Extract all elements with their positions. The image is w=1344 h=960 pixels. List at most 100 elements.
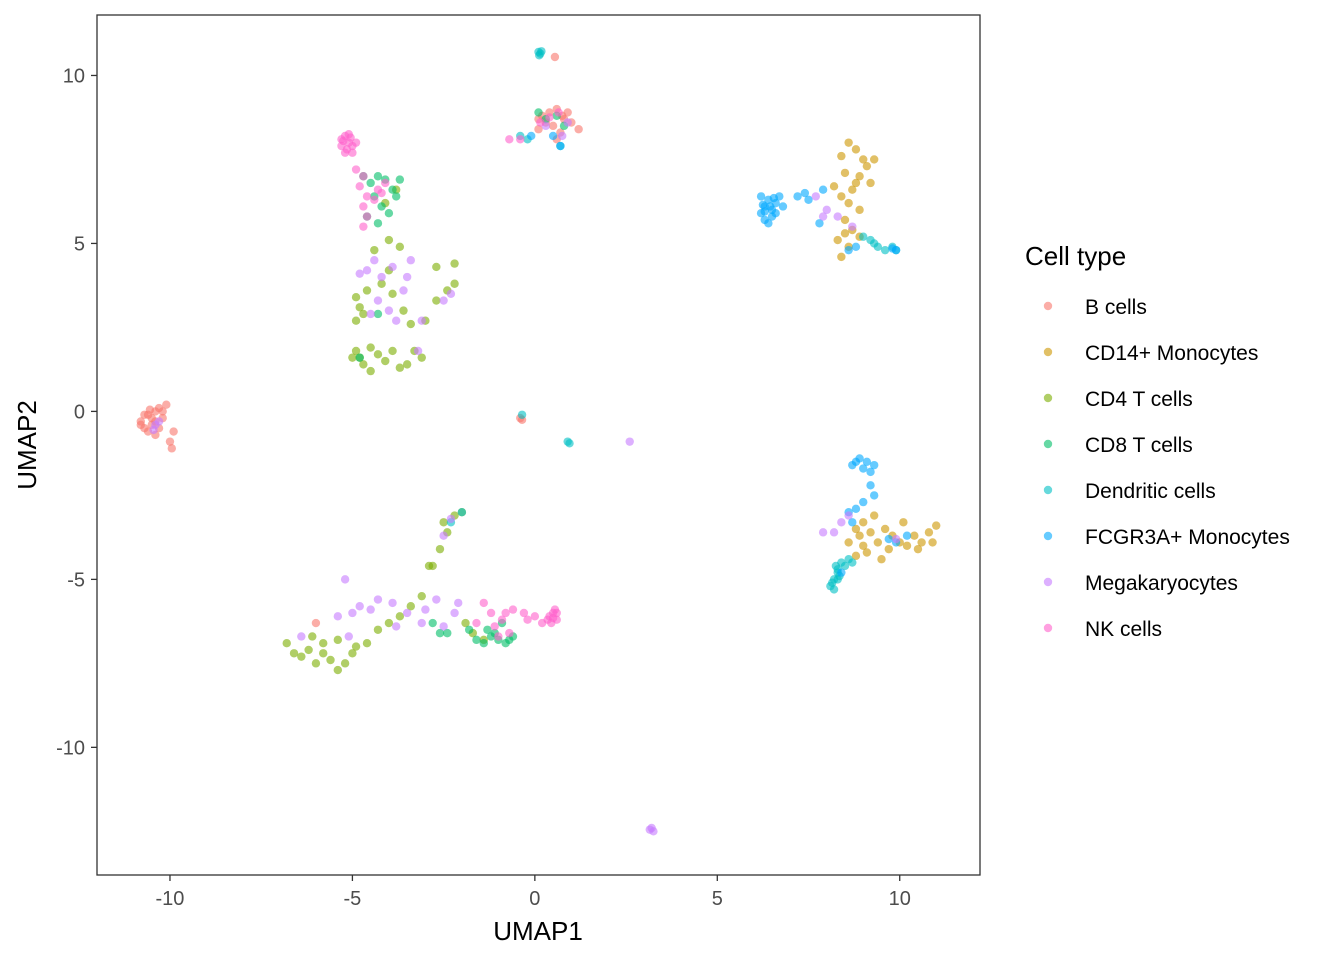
data-point [862, 548, 872, 557]
data-point [297, 632, 306, 641]
data-point [289, 649, 299, 658]
legend-item: CD14+ Monocytes [1043, 342, 1258, 365]
data-point [645, 825, 654, 834]
data-point [880, 524, 890, 534]
plot-panel-border [96, 14, 981, 876]
legend: Cell type B cells CD14+ Monocytes CD4 T ce… [1025, 241, 1290, 641]
data-point [406, 319, 415, 329]
data-point [932, 521, 941, 530]
legend-item: CD8 T cells [1043, 434, 1193, 457]
data-point [391, 622, 401, 631]
data-point [765, 202, 775, 211]
data-point [384, 209, 394, 218]
data-point [417, 591, 426, 601]
data-point [833, 212, 842, 221]
data-point [537, 618, 547, 628]
series-cd8-t-cells [355, 108, 569, 648]
data-point [282, 639, 291, 648]
data-point [545, 113, 554, 122]
data-point [311, 659, 321, 668]
data-point [373, 595, 383, 604]
legend-key [1043, 439, 1053, 449]
data-point [855, 172, 864, 181]
legend-key [1043, 485, 1053, 495]
data-point [793, 192, 802, 201]
data-point [910, 531, 919, 540]
data-point [866, 481, 875, 490]
legend-key [1043, 301, 1053, 311]
data-point [758, 200, 768, 210]
data-point [377, 188, 386, 198]
data-point [359, 172, 368, 181]
data-point [417, 353, 426, 362]
data-point [333, 635, 343, 645]
legend-item: Dendritic cells [1043, 480, 1216, 503]
data-point [924, 528, 934, 537]
data-point [866, 178, 875, 188]
legend-item: CD4 T cells [1043, 388, 1193, 411]
data-point [516, 135, 525, 144]
legend-label: B cells [1085, 296, 1147, 319]
data-point [340, 148, 350, 157]
data-point [840, 229, 850, 238]
data-point [844, 198, 853, 208]
legend-label: Dendritic cells [1085, 480, 1216, 503]
y-tick-label: 5 [74, 233, 85, 255]
data-point [359, 202, 368, 211]
data-point [417, 618, 426, 628]
data-point [402, 272, 412, 282]
data-point [435, 544, 445, 554]
data-point [391, 192, 401, 201]
data-point [297, 652, 306, 661]
data-point [359, 309, 368, 319]
data-point [439, 531, 448, 540]
data-point [928, 538, 937, 547]
data-point [457, 507, 467, 517]
data-point [377, 272, 386, 282]
data-point [377, 279, 386, 288]
data-point [917, 538, 926, 547]
data-point [395, 363, 405, 372]
data-point [851, 145, 861, 154]
data-point [362, 639, 372, 648]
data-point [454, 598, 463, 608]
data-point [439, 622, 448, 631]
data-point [446, 289, 456, 299]
data-point [829, 182, 839, 191]
data-point [844, 538, 853, 547]
data-point [548, 121, 558, 131]
data-point [472, 635, 481, 645]
data-point [373, 172, 383, 181]
legend-key [1043, 577, 1053, 587]
data-point [859, 518, 868, 527]
data-point [859, 155, 868, 164]
data-point [563, 118, 572, 127]
data-point [536, 118, 545, 127]
data-point [355, 353, 364, 362]
data-point [158, 407, 167, 416]
data-point [162, 400, 171, 409]
data-point [435, 628, 445, 638]
data-point [388, 598, 397, 608]
data-point [461, 618, 470, 628]
data-point [837, 151, 846, 161]
data-point [381, 356, 390, 366]
data-point [413, 346, 423, 356]
data-point [869, 155, 879, 164]
legend-key [1043, 531, 1053, 541]
x-tick-label: -5 [344, 888, 362, 910]
data-point [818, 528, 828, 537]
data-point [377, 202, 386, 211]
data-point [851, 551, 861, 561]
data-point [862, 457, 872, 466]
data-point [873, 538, 883, 547]
data-point [446, 514, 456, 524]
data-point [351, 642, 361, 651]
data-point [472, 618, 481, 628]
data-point [167, 444, 176, 453]
data-point [351, 316, 361, 325]
data-point [869, 239, 879, 248]
data-point [140, 410, 149, 419]
data-point [833, 235, 842, 245]
